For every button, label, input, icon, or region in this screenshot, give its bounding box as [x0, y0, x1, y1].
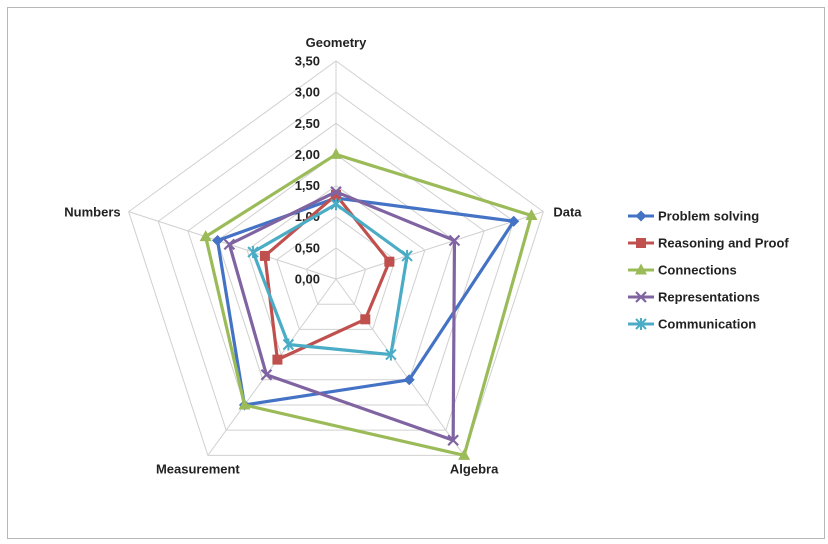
legend-item: Communication [628, 317, 756, 332]
grid-spoke [335, 278, 465, 456]
series-communication [247, 198, 413, 361]
series-line [251, 202, 409, 357]
grid-spoke [335, 211, 544, 280]
grid-ring [128, 60, 544, 456]
legend-label: Connections [658, 263, 737, 278]
tick-label: 0,00 [295, 272, 320, 287]
axis-labels: Geometry Data Algebra Measurement Numbers [64, 35, 582, 476]
data-point [238, 398, 251, 410]
series-line [204, 152, 534, 457]
data-point [635, 291, 647, 303]
grid-ring [246, 184, 426, 356]
axis-label: Algebra [450, 461, 499, 476]
radial-axis-ticks: 0,000,501,001,502,002,503,003,50 [295, 54, 320, 287]
data-point [331, 189, 341, 200]
grid-ring [305, 247, 367, 305]
data-point [508, 215, 520, 227]
data-point [635, 263, 647, 275]
data-point [330, 186, 342, 198]
legend-label: Representations [658, 290, 760, 305]
data-point [282, 338, 295, 351]
data-point [330, 147, 342, 159]
data-point [458, 448, 471, 460]
chart-area [7, 7, 825, 539]
legend-label: Reasoning and Proof [658, 236, 789, 251]
data-point [403, 374, 415, 386]
tick-label: 3,50 [295, 54, 320, 69]
series-reasoning-and-proof [259, 189, 395, 365]
grid-ring [276, 216, 396, 330]
data-point [330, 198, 342, 211]
series-line [263, 193, 391, 362]
tick-label: 2,00 [295, 147, 320, 162]
grid-spoke [207, 278, 337, 456]
series-connections [199, 147, 538, 460]
data-point [260, 368, 273, 381]
data-point [636, 238, 646, 248]
axis-label: Data [553, 205, 582, 220]
data-point [272, 354, 283, 365]
data-point [247, 246, 259, 259]
tick-label: 3,00 [295, 85, 320, 100]
axis-label: Numbers [64, 205, 120, 220]
data-point [448, 234, 461, 247]
legend: Problem solving Reasoning and Proof Connec… [628, 209, 789, 332]
legend-label: Problem solving [658, 209, 759, 224]
data-point [212, 235, 224, 247]
tick-label: 0,50 [295, 240, 320, 255]
series-line [227, 190, 457, 442]
legend-item: Problem solving [628, 209, 759, 224]
legend-label: Communication [658, 317, 756, 332]
series-line [215, 196, 516, 407]
data-point [384, 256, 395, 267]
tick-label: 2,50 [295, 116, 320, 131]
data-point [223, 238, 236, 251]
tick-label: 1,50 [295, 178, 320, 193]
data-point [447, 434, 459, 447]
legend-item: Reasoning and Proof [628, 236, 789, 251]
data-point [259, 250, 270, 261]
data-point [360, 314, 371, 325]
series-representations [223, 186, 461, 447]
series-lines [199, 147, 538, 460]
legend-item: Representations [628, 290, 760, 305]
axis-label: Measurement [156, 461, 240, 476]
grid-ring [216, 153, 456, 381]
data-point [385, 348, 397, 361]
data-point [401, 249, 413, 262]
grid-spoke [128, 211, 337, 280]
data-point [199, 230, 212, 242]
data-point [635, 318, 647, 330]
data-point [525, 208, 538, 220]
legend-item: Connections [628, 263, 737, 278]
axis-label: Geometry [306, 35, 367, 50]
data-point [635, 210, 647, 222]
